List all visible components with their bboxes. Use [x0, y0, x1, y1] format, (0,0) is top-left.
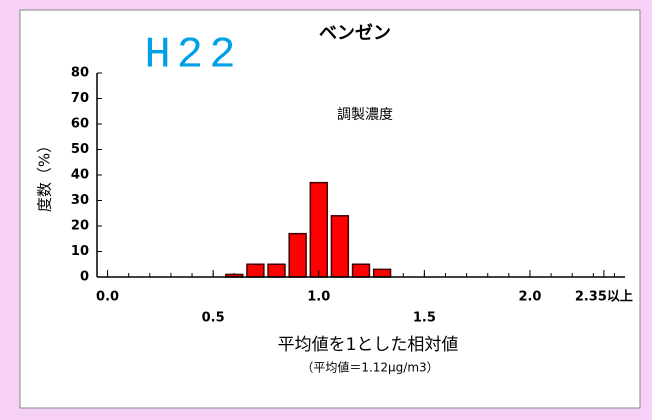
x-tick-label: 1.5: [413, 311, 436, 326]
x-tick-label: 0.0: [96, 290, 119, 305]
bar: [330, 215, 350, 278]
bar: [309, 181, 328, 278]
y-tick-label: 30: [71, 193, 89, 208]
y-tick-label: 40: [71, 168, 89, 183]
x-axis-sublabel: （平均値＝1.12μg/m3）: [301, 360, 438, 375]
y-tick-label: 10: [71, 244, 89, 259]
y-tick-label: 50: [71, 142, 89, 157]
panel: [19, 9, 641, 409]
y-axis-label: 度数（%）: [36, 138, 54, 212]
y-tick-label: 0: [80, 270, 89, 285]
bar: [372, 268, 392, 278]
badge: H22: [144, 31, 241, 81]
y-tick-label: 20: [71, 219, 89, 234]
x-tick-label: 2.0: [518, 290, 541, 305]
bar: [267, 263, 286, 278]
bar: [351, 263, 371, 278]
x-tick-label: 0.5: [202, 311, 225, 326]
annotation: 調製濃度: [337, 107, 393, 123]
x-tick-label: 2.35以上: [575, 290, 633, 305]
bar: [288, 232, 307, 278]
y-tick-label: 80: [71, 66, 89, 81]
x-axis-label: 平均値を1とした相対値: [278, 335, 459, 355]
bar: [246, 263, 265, 278]
y-tick-label: 60: [71, 117, 89, 132]
x-tick-label: 1.0: [307, 290, 330, 305]
chart-title: ベンゼン: [319, 22, 391, 44]
y-tick-label: 70: [71, 91, 89, 106]
